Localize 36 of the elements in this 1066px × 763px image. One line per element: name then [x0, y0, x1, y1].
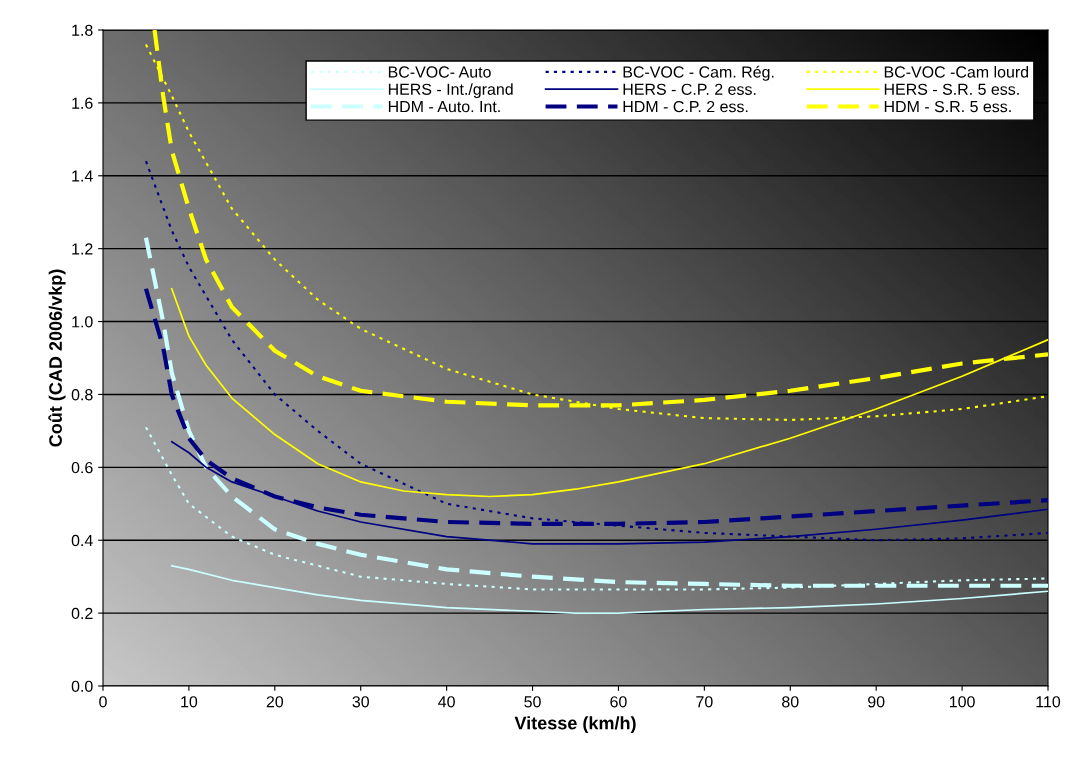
y-tick-label: 0.6 — [71, 461, 93, 474]
legend-label: HDM - S.R. 5 ess. — [884, 100, 1011, 113]
x-tick-label: 70 — [696, 696, 713, 708]
x-tick-label: 80 — [782, 696, 799, 708]
line-series — [144, 160, 1048, 542]
x-tick-label: 50 — [524, 696, 541, 708]
legend-label: HDM - Auto. Int. — [388, 101, 500, 113]
x-tick-label: 100 — [949, 696, 975, 708]
line-series — [143, 235, 1048, 588]
legend-label: HERS - Int./grand — [388, 83, 513, 99]
y-tick-label: 1.8 — [72, 24, 93, 36]
y-tick-label: 0.0 — [71, 680, 93, 692]
x-tick-label: 30 — [352, 696, 369, 708]
y-tick-label: 1.0 — [72, 316, 93, 328]
y-tick-label: 0.8 — [71, 389, 93, 401]
y-axis-title: Coût (CAD 2006/vkp) — [48, 269, 66, 447]
y-tick-label: 0.2 — [71, 607, 93, 620]
legend-label: HDM - C.P. 2 ess. — [623, 100, 748, 113]
y-tick-label: 1.6 — [72, 97, 93, 109]
line-series — [170, 564, 1048, 614]
x-axis-title: Vitesse (km/h) — [514, 716, 636, 733]
x-tick-label: 90 — [868, 696, 885, 708]
x-tick-label: 10 — [181, 696, 198, 708]
x-tick-label: 110 — [1036, 696, 1061, 708]
y-tick-label: 1.4 — [72, 170, 93, 182]
x-tick-label: 40 — [438, 696, 455, 708]
x-tick-label: 0 — [99, 696, 107, 708]
legend-label: BC-VOC - Cam. Rég. — [623, 65, 774, 81]
legend-label: BC-VOC -Cam lourd — [884, 65, 1029, 78]
y-tick-label: 1.2 — [72, 243, 93, 255]
x-tick-label: 60 — [610, 696, 627, 708]
legend-label: HERS - C.P. 2 ess. — [623, 83, 756, 95]
legend-label: HERS - S.R. 5 ess. — [884, 83, 1019, 95]
x-tick-label: 20 — [266, 696, 284, 708]
y-tick-label: 0.4 — [71, 534, 93, 547]
legend-label: BC-VOC- Auto — [388, 66, 491, 78]
